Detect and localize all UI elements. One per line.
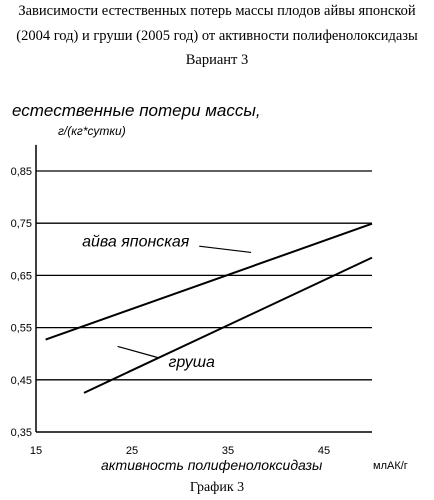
x-tick-label: 45	[318, 445, 330, 457]
y-tick-label: 0,75	[11, 218, 32, 230]
x-tick-label: 25	[126, 445, 138, 457]
x-axis-label: активность полифенолоксидазы	[101, 457, 322, 473]
series-label-leader-2	[118, 346, 159, 357]
x-tick-label: 15	[30, 445, 42, 457]
y-tick-label: 0,45	[11, 375, 32, 387]
figure-caption: График 3	[0, 480, 434, 496]
x-axis-unit: млАК/г	[373, 460, 408, 472]
x-tick-label: 35	[222, 445, 234, 457]
series-label-leader-1	[199, 246, 251, 252]
series-label-1: айва японская	[82, 234, 190, 251]
y-tick-label: 0,55	[11, 323, 32, 335]
y-tick-label: 0,35	[11, 427, 32, 439]
y-tick-label: 0,65	[11, 270, 32, 282]
y-tick-label: 0,85	[11, 166, 32, 178]
series-line-2	[84, 258, 372, 393]
series-label-2: груша	[168, 354, 215, 371]
